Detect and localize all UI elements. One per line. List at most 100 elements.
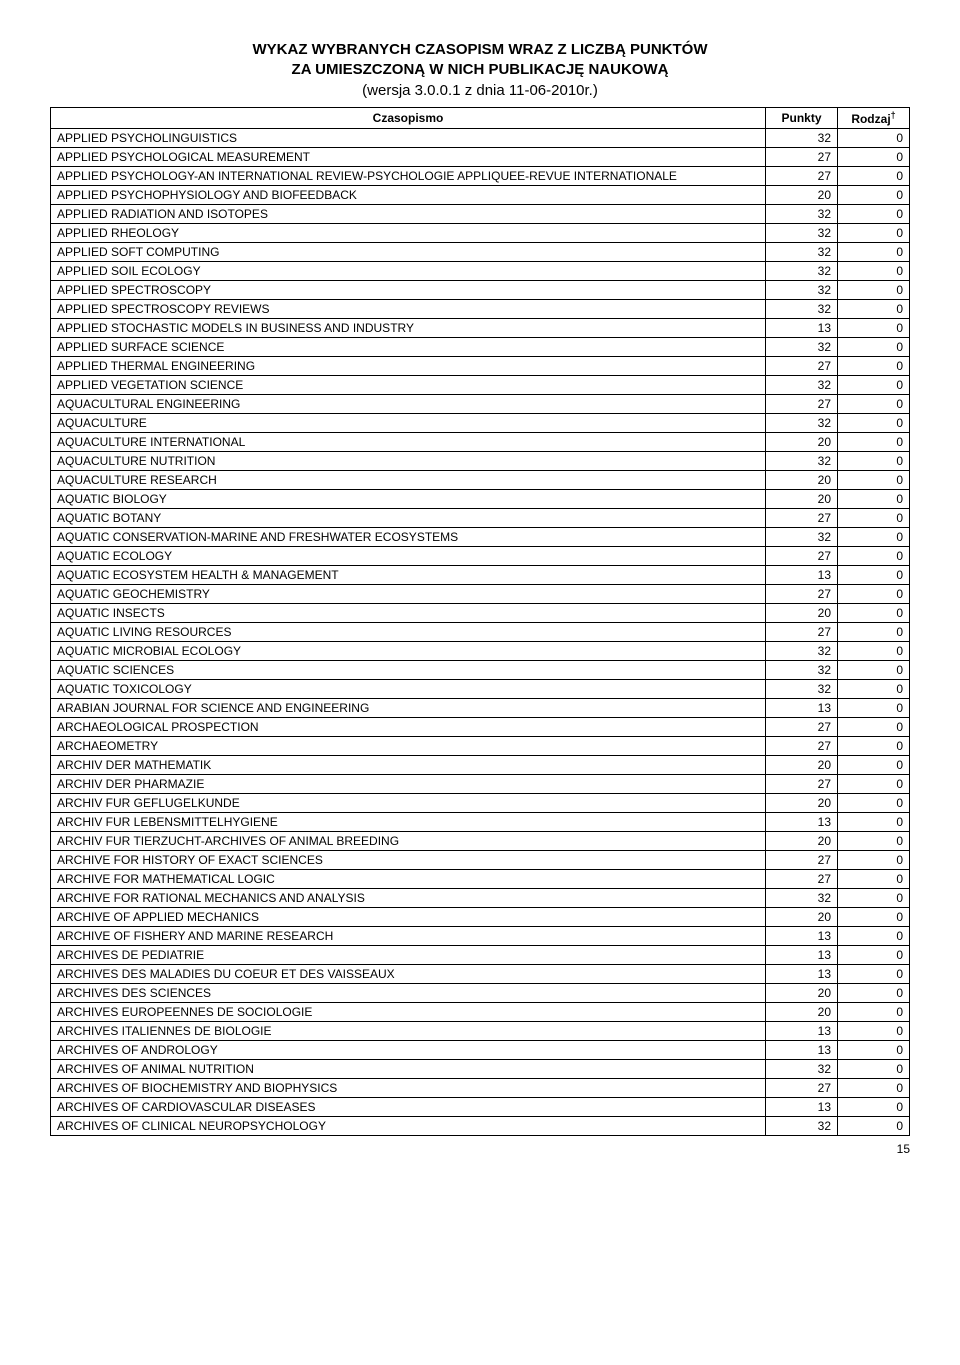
table-row: ARCHIVES DES MALADIES DU COEUR ET DES VA… xyxy=(51,964,910,983)
cell-rodzaj: 0 xyxy=(838,736,910,755)
cell-punkty: 20 xyxy=(766,1002,838,1021)
cell-punkty: 20 xyxy=(766,489,838,508)
cell-punkty: 20 xyxy=(766,470,838,489)
cell-journal-name: APPLIED PSYCHOLOGICAL MEASUREMENT xyxy=(51,147,766,166)
cell-rodzaj: 0 xyxy=(838,508,910,527)
cell-rodzaj: 0 xyxy=(838,375,910,394)
cell-rodzaj: 0 xyxy=(838,1078,910,1097)
cell-rodzaj: 0 xyxy=(838,945,910,964)
cell-rodzaj: 0 xyxy=(838,1097,910,1116)
table-row: ARCHAEOMETRY270 xyxy=(51,736,910,755)
table-row: ARCHIV FUR TIERZUCHT-ARCHIVES OF ANIMAL … xyxy=(51,831,910,850)
table-row: AQUACULTURE NUTRITION320 xyxy=(51,451,910,470)
table-row: APPLIED RHEOLOGY320 xyxy=(51,223,910,242)
table-row: AQUATIC LIVING RESOURCES270 xyxy=(51,622,910,641)
table-row: ARCHIVE FOR RATIONAL MECHANICS AND ANALY… xyxy=(51,888,910,907)
table-row: ARCHIVE OF FISHERY AND MARINE RESEARCH13… xyxy=(51,926,910,945)
cell-punkty: 27 xyxy=(766,622,838,641)
table-row: APPLIED SPECTROSCOPY320 xyxy=(51,280,910,299)
table-row: AQUATIC MICROBIAL ECOLOGY320 xyxy=(51,641,910,660)
cell-journal-name: AQUATIC BIOLOGY xyxy=(51,489,766,508)
cell-punkty: 27 xyxy=(766,717,838,736)
table-row: ARCHIVE OF APPLIED MECHANICS200 xyxy=(51,907,910,926)
table-row: APPLIED SOIL ECOLOGY320 xyxy=(51,261,910,280)
cell-rodzaj: 0 xyxy=(838,926,910,945)
cell-rodzaj: 0 xyxy=(838,888,910,907)
cell-rodzaj: 0 xyxy=(838,166,910,185)
table-row: ARCHIVES OF ANIMAL NUTRITION320 xyxy=(51,1059,910,1078)
cell-punkty: 20 xyxy=(766,793,838,812)
table-row: APPLIED SPECTROSCOPY REVIEWS320 xyxy=(51,299,910,318)
page-title: WYKAZ WYBRANYCH CZASOPISM WRAZ Z LICZBĄ … xyxy=(50,40,910,101)
cell-punkty: 32 xyxy=(766,888,838,907)
cell-rodzaj: 0 xyxy=(838,489,910,508)
table-row: APPLIED PSYCHOPHYSIOLOGY AND BIOFEEDBACK… xyxy=(51,185,910,204)
cell-journal-name: AQUACULTURAL ENGINEERING xyxy=(51,394,766,413)
title-line-2: ZA UMIESZCZONĄ W NICH PUBLIKACJĘ NAUKOWĄ xyxy=(50,60,910,80)
cell-rodzaj: 0 xyxy=(838,850,910,869)
table-row: ARCHIV FUR LEBENSMITTELHYGIENE130 xyxy=(51,812,910,831)
table-row: APPLIED RADIATION AND ISOTOPES320 xyxy=(51,204,910,223)
table-row: ARCHIV DER PHARMAZIE270 xyxy=(51,774,910,793)
cell-journal-name: AQUATIC ECOSYSTEM HEALTH & MANAGEMENT xyxy=(51,565,766,584)
cell-punkty: 32 xyxy=(766,128,838,147)
table-row: AQUACULTURE INTERNATIONAL200 xyxy=(51,432,910,451)
cell-journal-name: AQUACULTURE RESEARCH xyxy=(51,470,766,489)
cell-rodzaj: 0 xyxy=(838,603,910,622)
cell-punkty: 32 xyxy=(766,337,838,356)
cell-journal-name: AQUATIC ECOLOGY xyxy=(51,546,766,565)
table-row: APPLIED SURFACE SCIENCE320 xyxy=(51,337,910,356)
col-header-punkty: Punkty xyxy=(766,107,838,128)
cell-journal-name: APPLIED RADIATION AND ISOTOPES xyxy=(51,204,766,223)
cell-punkty: 32 xyxy=(766,660,838,679)
cell-journal-name: ARCHIVES OF CLINICAL NEUROPSYCHOLOGY xyxy=(51,1116,766,1135)
cell-rodzaj: 0 xyxy=(838,755,910,774)
cell-punkty: 27 xyxy=(766,356,838,375)
table-row: AQUACULTURAL ENGINEERING270 xyxy=(51,394,910,413)
cell-rodzaj: 0 xyxy=(838,546,910,565)
table-row: APPLIED THERMAL ENGINEERING270 xyxy=(51,356,910,375)
cell-rodzaj: 0 xyxy=(838,1021,910,1040)
cell-journal-name: ARCHIVES DES SCIENCES xyxy=(51,983,766,1002)
cell-punkty: 13 xyxy=(766,1021,838,1040)
cell-journal-name: ARCHIV FUR GEFLUGELKUNDE xyxy=(51,793,766,812)
cell-journal-name: APPLIED PSYCHOPHYSIOLOGY AND BIOFEEDBACK xyxy=(51,185,766,204)
cell-rodzaj: 0 xyxy=(838,907,910,926)
cell-rodzaj: 0 xyxy=(838,698,910,717)
table-row: ARCHIVES EUROPEENNES DE SOCIOLOGIE200 xyxy=(51,1002,910,1021)
cell-punkty: 20 xyxy=(766,432,838,451)
cell-rodzaj: 0 xyxy=(838,1002,910,1021)
table-row: ARCHIVES OF CLINICAL NEUROPSYCHOLOGY320 xyxy=(51,1116,910,1135)
cell-journal-name: ARABIAN JOURNAL FOR SCIENCE AND ENGINEER… xyxy=(51,698,766,717)
cell-punkty: 13 xyxy=(766,812,838,831)
cell-punkty: 32 xyxy=(766,242,838,261)
cell-journal-name: ARCHIVES OF ANIMAL NUTRITION xyxy=(51,1059,766,1078)
cell-journal-name: ARCHAEOLOGICAL PROSPECTION xyxy=(51,717,766,736)
cell-journal-name: AQUACULTURE INTERNATIONAL xyxy=(51,432,766,451)
cell-journal-name: APPLIED RHEOLOGY xyxy=(51,223,766,242)
page-number: 15 xyxy=(50,1142,910,1156)
cell-rodzaj: 0 xyxy=(838,223,910,242)
cell-journal-name: APPLIED SURFACE SCIENCE xyxy=(51,337,766,356)
cell-rodzaj: 0 xyxy=(838,565,910,584)
cell-punkty: 32 xyxy=(766,413,838,432)
cell-rodzaj: 0 xyxy=(838,299,910,318)
table-row: ARCHIVE FOR MATHEMATICAL LOGIC270 xyxy=(51,869,910,888)
col-header-rodzaj-text: Rodzaj xyxy=(851,112,890,126)
cell-journal-name: AQUATIC BOTANY xyxy=(51,508,766,527)
cell-rodzaj: 0 xyxy=(838,242,910,261)
cell-journal-name: AQUATIC MICROBIAL ECOLOGY xyxy=(51,641,766,660)
cell-rodzaj: 0 xyxy=(838,1059,910,1078)
cell-journal-name: APPLIED THERMAL ENGINEERING xyxy=(51,356,766,375)
title-line-3: (wersja 3.0.0.1 z dnia 11-06-2010r.) xyxy=(50,81,910,101)
table-row: AQUATIC CONSERVATION-MARINE AND FRESHWAT… xyxy=(51,527,910,546)
cell-punkty: 32 xyxy=(766,261,838,280)
cell-journal-name: ARCHIVES DE PEDIATRIE xyxy=(51,945,766,964)
cell-punkty: 27 xyxy=(766,508,838,527)
table-row: AQUATIC SCIENCES320 xyxy=(51,660,910,679)
cell-journal-name: ARCHIV FUR TIERZUCHT-ARCHIVES OF ANIMAL … xyxy=(51,831,766,850)
cell-punkty: 32 xyxy=(766,641,838,660)
table-row: ARCHAEOLOGICAL PROSPECTION270 xyxy=(51,717,910,736)
cell-rodzaj: 0 xyxy=(838,660,910,679)
cell-rodzaj: 0 xyxy=(838,1040,910,1059)
